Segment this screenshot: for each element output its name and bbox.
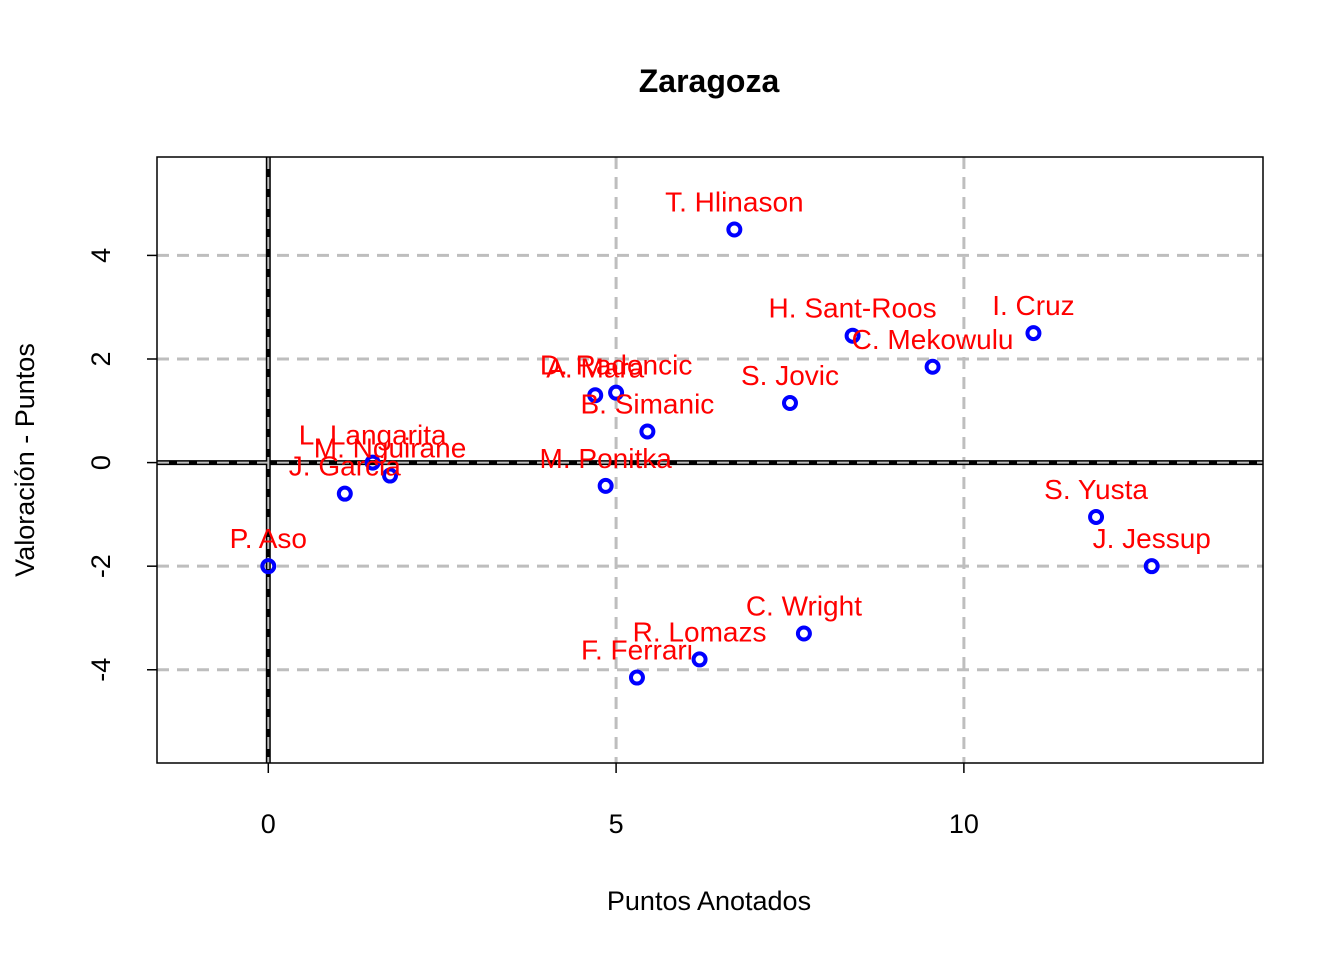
point-label: S. Jovic (741, 360, 839, 391)
chart-title: Zaragoza (639, 63, 780, 99)
data-point (628, 669, 645, 686)
data-point (260, 558, 277, 575)
plot-frame (156, 156, 1264, 764)
y-axis-label: Valoración - Puntos (10, 343, 40, 577)
point-label: L. Langarita (299, 420, 447, 451)
point-label: M. Nguirane (314, 433, 467, 464)
data-point (608, 384, 625, 401)
point-label: T. Hlinason (665, 187, 804, 218)
point-label: C. Wright (746, 591, 862, 622)
point-label: B. Simanic (580, 389, 714, 420)
point-label: R. Lomazs (633, 616, 767, 647)
point-label: D. Radoncic (540, 350, 693, 381)
reference-lines (157, 157, 1263, 763)
y-axis: -4 -2 0 2 4 (86, 248, 157, 682)
data-point (1025, 325, 1042, 342)
data-point (364, 454, 381, 471)
data-point (795, 625, 812, 642)
x-tick-label: 10 (949, 809, 979, 839)
point-label: F. Ferrari (581, 635, 693, 666)
point-label: M. Ponitka (540, 443, 673, 474)
data-point (726, 221, 743, 238)
point-label: A. Mara (546, 352, 644, 383)
point-label: J. Jessup (1093, 523, 1211, 554)
data-point (924, 358, 941, 375)
point-label: H. Sant-Roos (769, 293, 937, 324)
data-point (691, 651, 708, 668)
y-tick-label: -4 (86, 658, 116, 682)
data-point (1088, 508, 1105, 525)
y-tick-label: 2 (86, 351, 116, 366)
point-label: I. Cruz (992, 290, 1074, 321)
point-label: S. Yusta (1044, 474, 1148, 505)
point-label: C. Mekowulu (852, 324, 1014, 355)
data-point (639, 423, 656, 440)
x-tick-label: 0 (261, 809, 276, 839)
data-point (382, 467, 399, 484)
data-point (781, 395, 798, 412)
point-label: J. Garcia (289, 451, 401, 482)
data-point (336, 485, 353, 502)
x-tick-label: 5 (609, 809, 624, 839)
y-tick-label: 4 (86, 248, 116, 263)
x-axis-label: Puntos Anotados (607, 886, 811, 916)
x-axis: 0 5 10 (261, 763, 979, 839)
data-point (587, 387, 604, 404)
data-point (844, 327, 861, 344)
data-points (260, 221, 1160, 686)
y-tick-label: 0 (86, 455, 116, 470)
data-point (597, 477, 614, 494)
data-point (1143, 558, 1160, 575)
point-label: P. Aso (230, 523, 307, 554)
y-tick-label: -2 (86, 554, 116, 578)
